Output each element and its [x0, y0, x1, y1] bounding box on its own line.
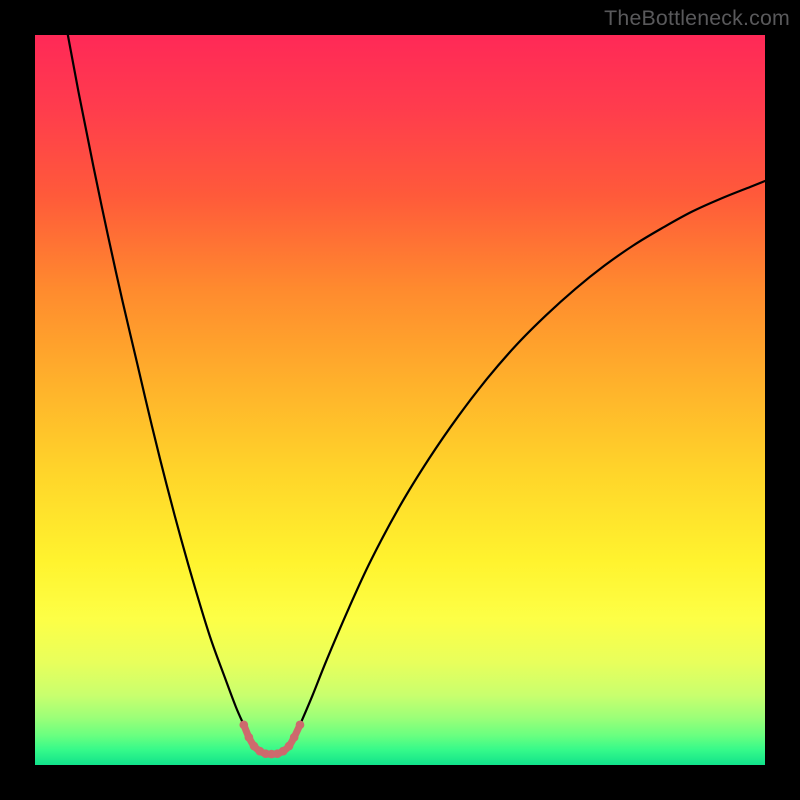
watermark-text: TheBottleneck.com — [604, 6, 790, 31]
gradient-background — [35, 35, 765, 765]
bottleneck-curve-chart — [35, 35, 765, 765]
chart-frame: TheBottleneck.com — [0, 0, 800, 800]
trough-marker — [290, 733, 299, 742]
plot-area — [35, 35, 765, 765]
trough-marker — [245, 733, 254, 742]
trough-marker — [285, 742, 294, 751]
trough-marker — [239, 721, 248, 730]
trough-marker — [296, 721, 305, 730]
